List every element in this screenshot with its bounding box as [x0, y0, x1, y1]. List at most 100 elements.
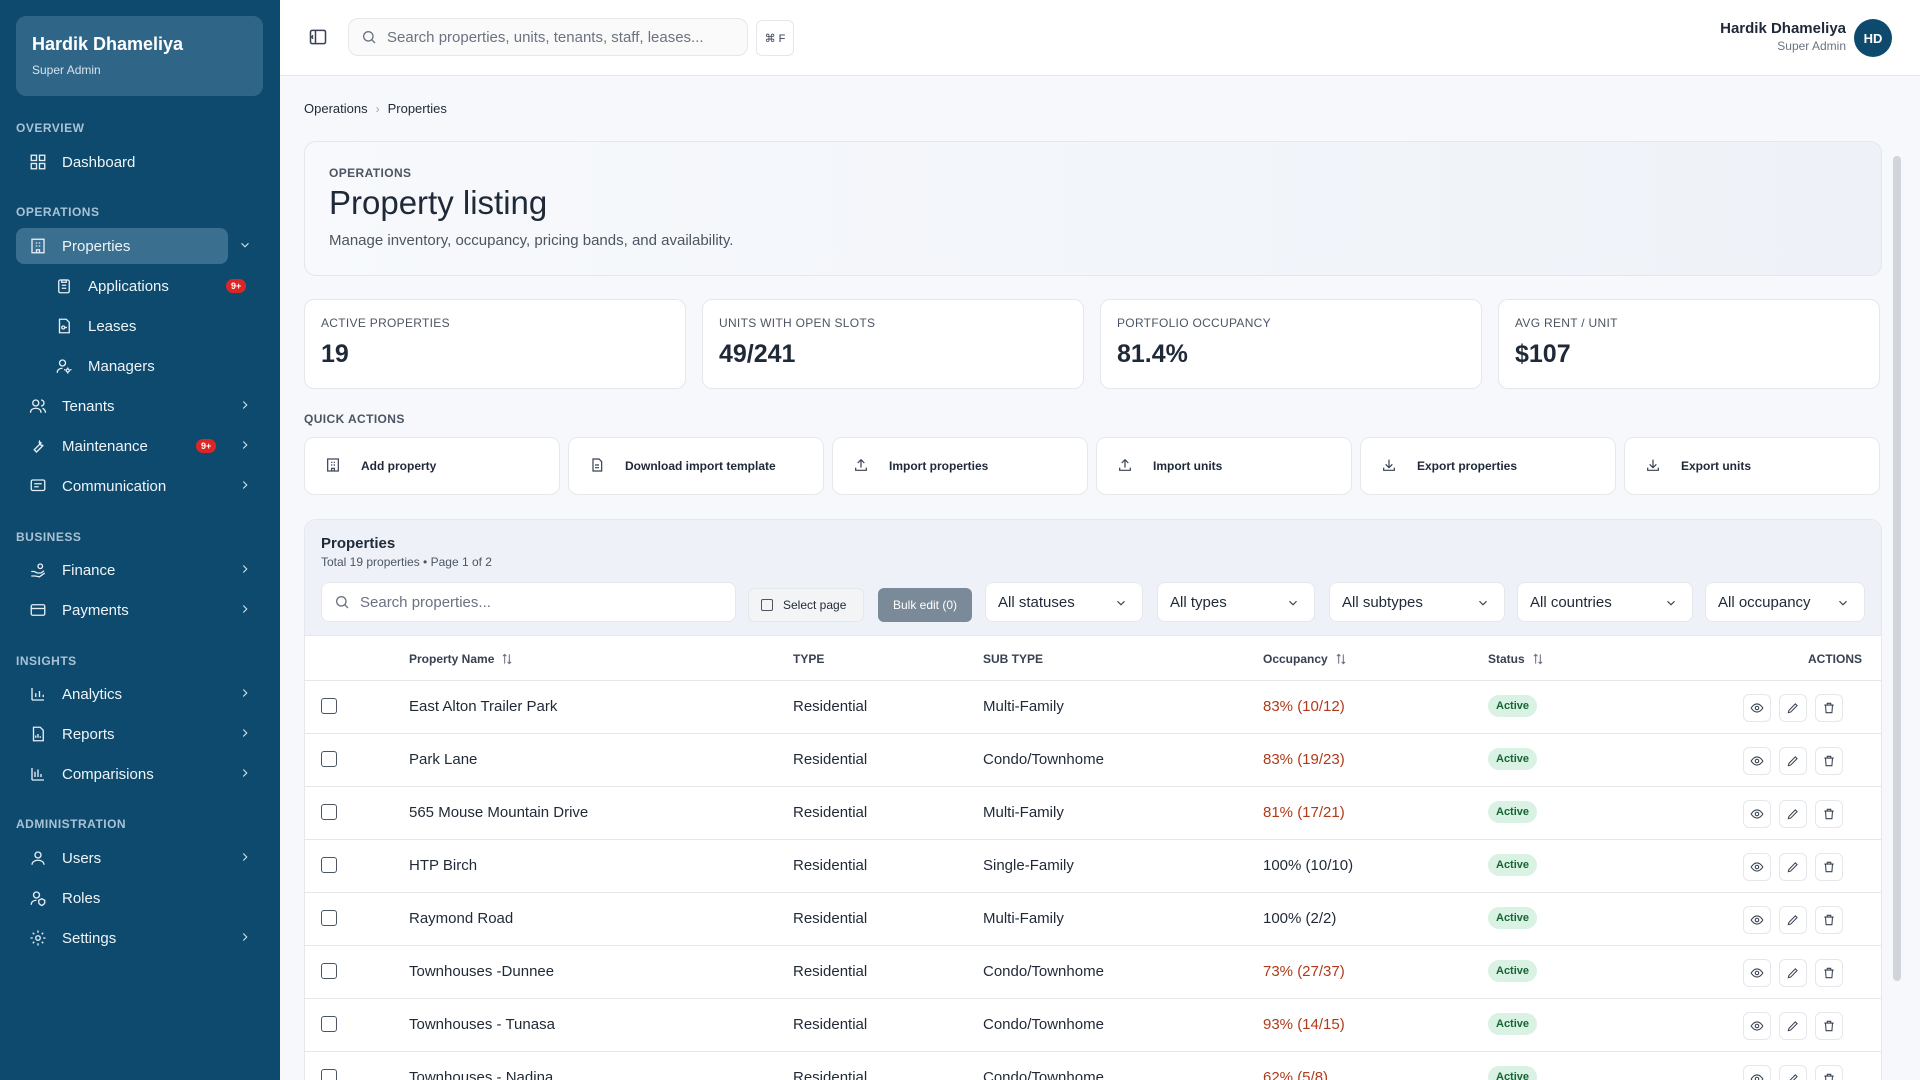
- view-button[interactable]: [1743, 747, 1771, 775]
- chevron-right-icon[interactable]: [238, 930, 252, 944]
- row-checkbox[interactable]: [321, 1016, 337, 1032]
- table-row[interactable]: East Alton Trailer Park Residential Multi-…: [305, 681, 1881, 734]
- delete-button[interactable]: [1815, 906, 1843, 934]
- global-search[interactable]: [348, 18, 748, 56]
- delete-button[interactable]: [1815, 853, 1843, 881]
- sidebar-item-comparisons[interactable]: Comparisions: [16, 756, 248, 792]
- filter-type[interactable]: All types: [1157, 582, 1315, 622]
- delete-button[interactable]: [1815, 1012, 1843, 1040]
- sidebar-item-finance[interactable]: Finance: [16, 552, 248, 588]
- delete-button[interactable]: [1815, 959, 1843, 987]
- edit-button[interactable]: [1779, 853, 1807, 881]
- table-row[interactable]: Townhouses - Nadina Residential Condo/Town…: [305, 1052, 1881, 1080]
- chevron-down-icon[interactable]: [238, 238, 252, 252]
- row-checkbox[interactable]: [321, 804, 337, 820]
- export-units-button[interactable]: Export units: [1624, 437, 1880, 495]
- view-button[interactable]: [1743, 853, 1771, 881]
- row-checkbox[interactable]: [321, 751, 337, 767]
- import-units-button[interactable]: Import units: [1096, 437, 1352, 495]
- sidebar-item-communication[interactable]: Communication: [16, 468, 248, 504]
- row-checkbox[interactable]: [321, 698, 337, 714]
- view-button[interactable]: [1743, 906, 1771, 934]
- table-row[interactable]: HTP Birch Residential Single-Family 100% (1…: [305, 840, 1881, 893]
- chevron-right-icon[interactable]: [238, 398, 252, 412]
- filter-country[interactable]: All countries: [1517, 582, 1693, 622]
- sidebar-item-users[interactable]: Users: [16, 840, 248, 876]
- export-properties-button[interactable]: Export properties: [1360, 437, 1616, 495]
- search-shortcut[interactable]: ⌘ F: [756, 20, 794, 56]
- edit-button[interactable]: [1779, 1012, 1807, 1040]
- chevron-right-icon[interactable]: [238, 766, 252, 780]
- table-search-input[interactable]: [360, 593, 720, 611]
- row-checkbox[interactable]: [321, 1069, 337, 1080]
- edit-button[interactable]: [1779, 800, 1807, 828]
- table-row[interactable]: Townhouses -Dunnee Residential Condo/Townh…: [305, 946, 1881, 999]
- page-scrollbar[interactable]: [1893, 156, 1901, 981]
- sidebar-item-tenants[interactable]: Tenants: [16, 388, 248, 424]
- sidebar-item-dashboard[interactable]: Dashboard: [16, 144, 228, 180]
- add-property-button[interactable]: Add property: [304, 437, 560, 495]
- cell-property-name[interactable]: Raymond Road: [409, 910, 514, 927]
- bulk-edit-button[interactable]: Bulk edit (0): [878, 588, 972, 622]
- cell-property-name[interactable]: Park Lane: [409, 751, 478, 768]
- row-checkbox[interactable]: [321, 857, 337, 873]
- filter-status[interactable]: All statuses: [985, 582, 1143, 622]
- delete-button[interactable]: [1815, 800, 1843, 828]
- edit-button[interactable]: [1779, 959, 1807, 987]
- sidebar-item-analytics[interactable]: Analytics: [16, 676, 248, 712]
- chevron-right-icon[interactable]: [238, 602, 252, 616]
- cell-property-name[interactable]: 565 Mouse Mountain Drive: [409, 804, 589, 821]
- download-import-template-button[interactable]: Download import template: [568, 437, 824, 495]
- edit-button[interactable]: [1779, 747, 1807, 775]
- chevron-right-icon[interactable]: [238, 726, 252, 740]
- column-header-status[interactable]: Status: [1488, 652, 1545, 666]
- view-button[interactable]: [1743, 1012, 1771, 1040]
- column-header-name[interactable]: Property Name: [409, 652, 514, 666]
- cell-property-name[interactable]: Townhouses -Dunnee: [409, 963, 555, 980]
- sidebar-item-properties[interactable]: Properties: [16, 228, 249, 264]
- sidebar-item-maintenance[interactable]: Maintenance 9+: [16, 428, 248, 464]
- sidebar-user-card[interactable]: Hardik Dhameliya Super Admin: [16, 16, 263, 96]
- cell-property-name[interactable]: Townhouses - Tunasa: [409, 1016, 555, 1033]
- cell-property-name[interactable]: HTP Birch: [409, 857, 478, 874]
- filter-occupancy[interactable]: All occupancy: [1705, 582, 1865, 622]
- sidebar-item-leases[interactable]: Leases: [42, 308, 252, 344]
- chevron-right-icon[interactable]: [238, 850, 252, 864]
- view-button[interactable]: [1743, 1065, 1771, 1080]
- sidebar-item-managers[interactable]: Managers: [42, 348, 252, 384]
- chevron-right-icon[interactable]: [238, 562, 252, 576]
- sidebar-toggle-icon[interactable]: [308, 27, 330, 49]
- sidebar-item-settings[interactable]: Settings: [16, 920, 248, 956]
- table-row[interactable]: Townhouses - Tunasa Residential Condo/Town…: [305, 999, 1881, 1052]
- delete-button[interactable]: [1815, 694, 1843, 722]
- table-row[interactable]: 565 Mouse Mountain Drive Residential Multi…: [305, 787, 1881, 840]
- chevron-right-icon[interactable]: [238, 686, 252, 700]
- topbar-user[interactable]: Hardik Dhameliya Super Admin: [1720, 20, 1846, 53]
- cell-property-name[interactable]: East Alton Trailer Park: [409, 698, 558, 715]
- edit-button[interactable]: [1779, 1065, 1807, 1080]
- view-button[interactable]: [1743, 959, 1771, 987]
- table-row[interactable]: Raymond Road Residential Multi-Family 100% …: [305, 893, 1881, 946]
- edit-button[interactable]: [1779, 906, 1807, 934]
- view-button[interactable]: [1743, 800, 1771, 828]
- breadcrumb-operations[interactable]: Operations: [304, 101, 368, 116]
- filter-subtype[interactable]: All subtypes: [1329, 582, 1505, 622]
- chevron-right-icon[interactable]: [238, 478, 252, 492]
- sidebar-item-payments[interactable]: Payments: [16, 592, 248, 628]
- import-properties-button[interactable]: Import properties: [832, 437, 1088, 495]
- cell-property-name[interactable]: Townhouses - Nadina: [409, 1069, 554, 1080]
- chevron-right-icon[interactable]: [238, 438, 252, 452]
- table-row[interactable]: Park Lane Residential Condo/Townhome 83% (1…: [305, 734, 1881, 787]
- sidebar-item-roles[interactable]: Roles: [16, 880, 228, 916]
- global-search-input[interactable]: [387, 28, 717, 46]
- avatar[interactable]: HD: [1854, 19, 1892, 57]
- delete-button[interactable]: [1815, 747, 1843, 775]
- sidebar-item-applications[interactable]: Applications 9+: [42, 268, 252, 304]
- view-button[interactable]: [1743, 694, 1771, 722]
- table-search[interactable]: [321, 582, 736, 622]
- delete-button[interactable]: [1815, 1065, 1843, 1080]
- row-checkbox[interactable]: [321, 910, 337, 926]
- sidebar-item-reports[interactable]: Reports: [16, 716, 248, 752]
- row-checkbox[interactable]: [321, 963, 337, 979]
- edit-button[interactable]: [1779, 694, 1807, 722]
